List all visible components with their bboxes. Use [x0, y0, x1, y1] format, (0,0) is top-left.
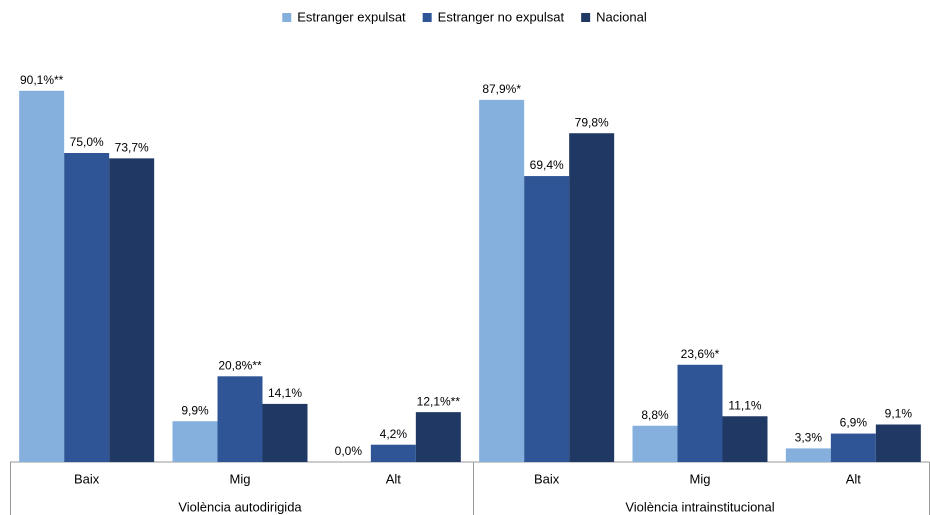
bar [785, 448, 831, 462]
bar [524, 176, 570, 462]
bar [217, 376, 263, 462]
legend-label: Estranger no expulsat [438, 9, 565, 24]
data-label: 23,6%* [681, 347, 720, 361]
x-tick-label: Baix [534, 471, 560, 486]
bar [479, 99, 525, 463]
data-label: 69,4% [530, 158, 564, 172]
data-label: 3,3% [795, 431, 823, 445]
data-label: 79,8% [575, 115, 609, 129]
legend-label: Nacional [596, 9, 647, 24]
bar [677, 364, 723, 462]
data-label: 73,7% [115, 141, 149, 155]
data-label: 90,1%** [20, 73, 64, 87]
legend-label: Estranger expulsat [297, 9, 406, 24]
bar [415, 412, 461, 462]
x-tick-label: Alt [846, 471, 862, 486]
x-tick-label: Mig [690, 471, 711, 486]
legend-swatch [282, 13, 292, 22]
data-label: 75,0% [70, 135, 104, 149]
data-label: 11,1% [728, 398, 761, 412]
group-label: Violència autodirigida [178, 499, 302, 514]
bar [370, 444, 416, 462]
x-tick-label: Baix [74, 471, 100, 486]
bar [830, 433, 876, 462]
bar [109, 158, 155, 462]
bar [722, 416, 768, 462]
data-label: 12,1%** [417, 394, 461, 408]
bar [262, 403, 308, 462]
data-label: 87,9%* [482, 82, 521, 96]
data-label: 20,8%** [218, 358, 262, 372]
x-tick-label: Mig [230, 471, 251, 486]
bar [64, 153, 110, 462]
bar [632, 425, 678, 462]
bar [569, 133, 615, 462]
legend-swatch [422, 13, 432, 22]
bar [875, 424, 921, 462]
data-label: 6,9% [840, 416, 868, 430]
bar [172, 421, 218, 462]
bar [19, 90, 65, 463]
data-label: 9,1% [885, 407, 913, 421]
data-label: 14,1% [268, 386, 302, 400]
group-label: Violència intrainstitucional [625, 499, 774, 514]
data-label: 9,9% [181, 403, 209, 417]
data-label: 0,0% [335, 444, 363, 458]
data-label: 4,2% [380, 427, 408, 441]
x-tick-label: Alt [386, 471, 402, 486]
data-label: 8,8% [641, 408, 669, 422]
legend-swatch [581, 13, 591, 22]
